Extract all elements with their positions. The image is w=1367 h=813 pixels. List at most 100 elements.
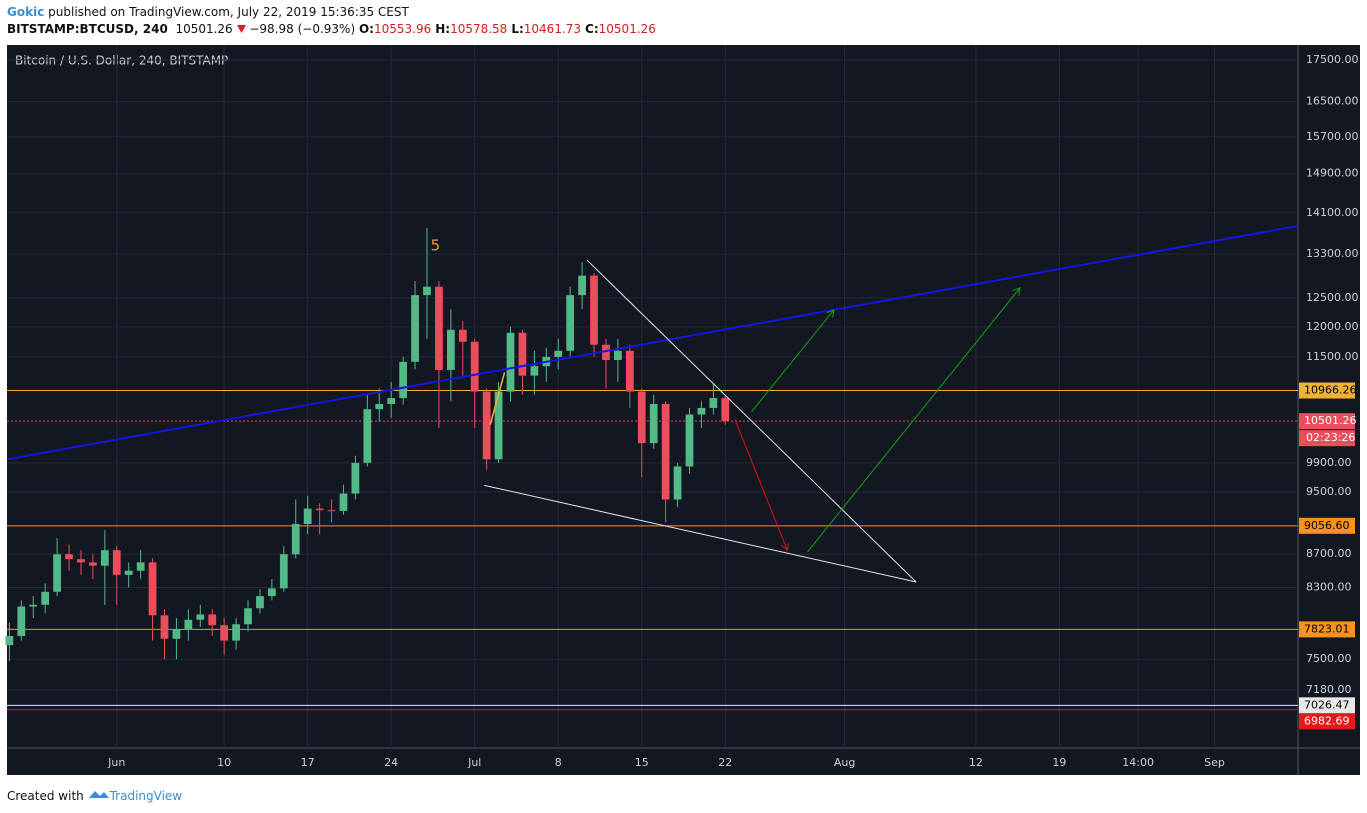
candle-body xyxy=(709,398,718,408)
candle-body xyxy=(458,329,467,342)
y-tick-label: 9900.00 xyxy=(1306,456,1352,469)
candle-body xyxy=(375,403,384,410)
candle-body xyxy=(279,554,288,589)
y-tick-label: 17500.00 xyxy=(1306,53,1359,66)
candle-body xyxy=(244,608,252,625)
candle-body xyxy=(41,591,50,605)
candle-body xyxy=(220,625,229,641)
candle-body xyxy=(578,275,586,296)
candle-body xyxy=(661,403,670,500)
price-tag xyxy=(1299,382,1355,399)
candle-body xyxy=(53,554,61,592)
candle-body xyxy=(673,466,682,500)
candle-body xyxy=(65,554,73,560)
last-price: 10501.26 xyxy=(175,22,233,36)
price-tag xyxy=(1299,621,1355,638)
candle-body xyxy=(697,407,706,415)
price-tag xyxy=(1299,713,1355,730)
candle-body xyxy=(685,414,694,467)
x-tick-label: Jun xyxy=(107,756,125,769)
author[interactable]: Gokic xyxy=(7,5,45,19)
symbol-line: BITSTAMP:BTCUSD, 240 10501.26 −98.98 (−0… xyxy=(7,22,660,36)
candle-body xyxy=(196,614,205,620)
candle-body xyxy=(339,493,348,511)
candle-body xyxy=(614,350,622,360)
change: −98.98 (−0.93%) xyxy=(249,22,356,36)
candle-body xyxy=(303,508,312,525)
symbol: BITSTAMP:BTCUSD, 240 xyxy=(7,22,168,36)
candle-body xyxy=(268,588,276,597)
candle-body xyxy=(112,550,121,575)
y-tick-label: 9500.00 xyxy=(1306,485,1352,498)
y-tick-label: 14100.00 xyxy=(1306,206,1359,219)
candle-body xyxy=(291,524,300,555)
x-tick-label: 8 xyxy=(555,756,562,769)
chart-bg xyxy=(7,45,1360,775)
y-tick-label: 12000.00 xyxy=(1306,320,1359,333)
candle-body xyxy=(411,295,419,362)
footer-text: Created with xyxy=(7,789,84,803)
footer-brand[interactable]: TradingView xyxy=(109,789,183,803)
y-tick-label: 16500.00 xyxy=(1306,95,1359,108)
down-icon xyxy=(236,25,246,33)
candle-body xyxy=(77,559,85,563)
annotation: 5 xyxy=(431,237,441,255)
ohlc-value: 10501.26 xyxy=(598,22,656,36)
price-tag-label: 7026.47 xyxy=(1304,698,1350,711)
y-tick-label: 11500.00 xyxy=(1306,350,1359,363)
ohlc-label: H: xyxy=(435,22,451,36)
candle-body xyxy=(482,391,491,460)
drawing-line xyxy=(807,288,1020,553)
candle-body xyxy=(518,332,527,376)
price-tag-label: 10501.26 xyxy=(1304,414,1357,427)
candle-body xyxy=(363,409,372,463)
candle-body xyxy=(530,366,539,376)
candle-body xyxy=(89,562,97,566)
candle-body xyxy=(208,614,217,626)
candle-body xyxy=(506,332,515,392)
candle-body xyxy=(327,510,336,512)
price-tag-label: 6982.69 xyxy=(1304,714,1350,727)
candle-body xyxy=(590,275,598,345)
price-tag xyxy=(1299,517,1355,534)
x-tick-label: 22 xyxy=(718,756,732,769)
x-tick-label: Jul xyxy=(467,756,481,769)
candle-body xyxy=(399,361,408,399)
candle-body xyxy=(315,508,324,511)
candle-body xyxy=(136,562,145,571)
candle-body xyxy=(470,341,479,392)
y-tick-label: 7500.00 xyxy=(1306,652,1352,665)
candle-body xyxy=(100,550,109,566)
price-tag xyxy=(1299,697,1355,714)
x-tick-label: 10 xyxy=(217,756,231,769)
ohlc-label: L: xyxy=(511,22,524,36)
x-tick-label: Sep xyxy=(1204,756,1225,769)
drawing-line xyxy=(734,419,787,550)
candle-body xyxy=(160,615,169,639)
y-tick-label: 13300.00 xyxy=(1306,247,1359,260)
candle-body xyxy=(649,403,658,444)
candle-body xyxy=(17,606,26,637)
ohlc-value: 10578.58 xyxy=(450,22,508,36)
countdown: 02:23:26 xyxy=(1306,431,1355,444)
candle-body xyxy=(625,350,634,392)
ohlc-value: 10461.73 xyxy=(523,22,582,36)
candle-body xyxy=(566,295,575,351)
ohlc-label: O: xyxy=(358,22,374,36)
y-tick-label: 15700.00 xyxy=(1306,130,1359,143)
drawing-line xyxy=(751,310,834,413)
countdown-tag xyxy=(1299,430,1355,447)
x-tick-label: 24 xyxy=(384,756,398,769)
candle-body xyxy=(232,624,240,641)
candle-body xyxy=(351,462,360,494)
x-tick-label: 15 xyxy=(635,756,649,769)
x-tick-label: 12 xyxy=(969,756,983,769)
y-tick-label: 8300.00 xyxy=(1306,581,1352,594)
price-tag xyxy=(1299,413,1355,430)
y-tick-label: 7180.00 xyxy=(1306,683,1352,696)
published: published on TradingView.com, July 22, 2… xyxy=(48,5,409,19)
y-tick-label: 14900.00 xyxy=(1306,167,1359,180)
candle-body xyxy=(256,596,264,609)
